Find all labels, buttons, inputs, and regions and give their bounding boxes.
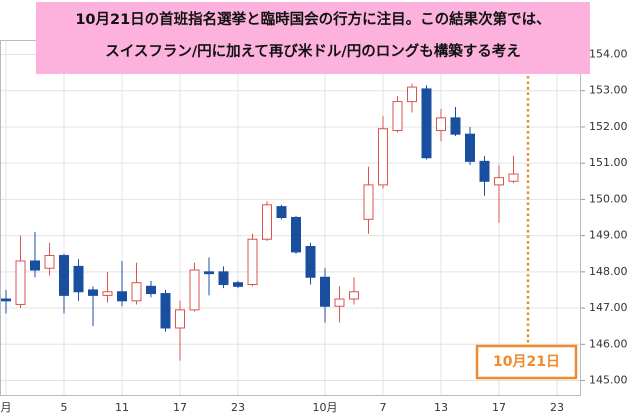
x-tick-label: 7 (380, 401, 387, 414)
candle-body (407, 86, 417, 103)
candle-body (320, 276, 330, 307)
candle-body (334, 298, 345, 307)
plot-area: 145.00 146.00 147.00 148.00 149.00 150.00 151.… (0, 40, 628, 414)
x-tick-label: 11 (115, 401, 129, 414)
candle-body (291, 217, 301, 253)
y-tick-label: 153.00 (589, 84, 628, 97)
candle-body (44, 255, 55, 269)
note-box (36, 2, 590, 74)
y-tick-label: 149.00 (589, 229, 628, 242)
candle-body (349, 291, 359, 300)
candle-body (131, 282, 142, 302)
candle-body (218, 271, 229, 286)
y-tick-label: 154.00 (589, 47, 628, 60)
x-tick-label: 23 (231, 401, 245, 414)
candle-body (508, 173, 519, 182)
x-tick-label: 月 (1, 401, 12, 414)
candle-body (1, 298, 11, 302)
candle-body (88, 289, 98, 296)
note-line: スイスフラン/円に加えて再び米ドル/円のロングも構築する考え (105, 42, 520, 60)
x-tick-label: 13 (434, 401, 448, 414)
candle-body (305, 245, 316, 278)
candle-body (59, 255, 69, 296)
date-label: 10月21日 (493, 354, 560, 370)
candle-body (73, 265, 84, 293)
candle-body (421, 88, 432, 159)
candle-body (378, 128, 388, 186)
candle-body (392, 101, 403, 132)
x-tick-label: 10月 (313, 401, 338, 414)
candle-body (436, 117, 446, 132)
note-line: 10月21日の首班指名選挙と臨時国会の行方に注目。この結果次第では、 (75, 10, 550, 28)
candle-body (146, 285, 156, 295)
x-tick-label: 5 (61, 401, 68, 414)
x-tick-label: 17 (173, 401, 187, 414)
y-tick-label: 150.00 (589, 192, 628, 205)
candle-body (102, 291, 113, 296)
x-tick-label: 23 (550, 401, 564, 414)
y-tick-label: 147.00 (589, 301, 628, 314)
y-tick-label: 151.00 (589, 156, 628, 169)
candle-body (175, 309, 185, 329)
candle-body (204, 271, 214, 275)
candle-body (15, 260, 26, 305)
candle-body (247, 238, 258, 286)
candle-body (494, 177, 504, 186)
date-box (475, 344, 578, 380)
candle-body (465, 133, 475, 162)
candle-body (189, 269, 200, 311)
candle-body (117, 291, 127, 302)
y-tick-label: 146.00 (589, 337, 628, 350)
y-tick-label: 145.00 (589, 374, 628, 387)
candle-body (233, 282, 243, 287)
candle-body (479, 160, 490, 182)
x-tick-label: 17 (492, 401, 506, 414)
y-tick-label: 152.00 (589, 120, 628, 133)
y-tick-label: 148.00 (589, 265, 628, 278)
candle-body (30, 260, 40, 271)
candle-body (160, 293, 171, 329)
candle-body (276, 206, 287, 219)
candle-body (363, 184, 374, 220)
candle-body (450, 117, 461, 135)
candle-body (262, 204, 272, 240)
